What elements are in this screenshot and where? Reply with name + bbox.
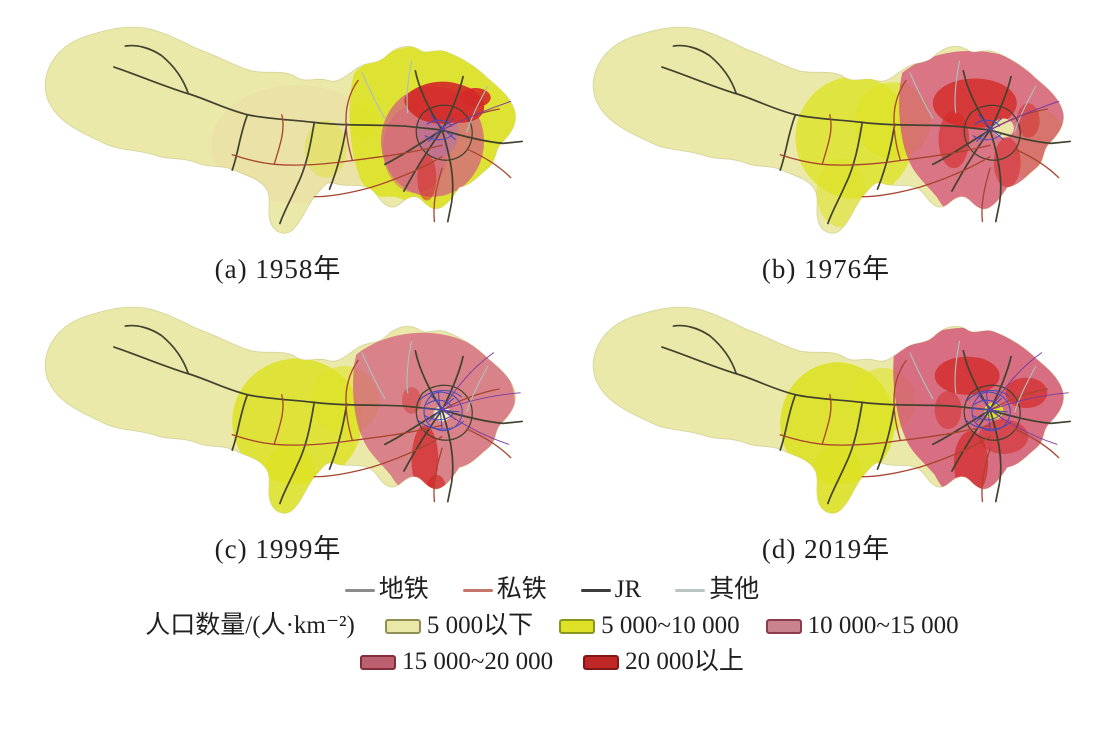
legend-item-over-20000: 20 000以上	[583, 646, 744, 678]
density-legend-title: 人口数量/(人·km⁻²)	[145, 612, 355, 639]
density-label-15000-20000: 15 000~20 000	[402, 648, 554, 675]
jr-line-swatch	[580, 588, 611, 592]
map-1976	[592, 26, 1072, 234]
panel-1976: (b) 1976年	[552, 6, 1100, 286]
subway-line-swatch	[344, 588, 375, 592]
legend-item-subway: 地铁	[344, 574, 429, 606]
caption-2019: (d) 2019年	[761, 534, 891, 564]
legend-item-under-5000: 5 000以下	[384, 610, 534, 642]
caption-1976: (b) 1976年	[761, 254, 891, 284]
map-1958	[44, 26, 524, 234]
jr-label: JR	[614, 576, 642, 603]
map-2019	[592, 306, 1072, 514]
density-swatch-15000-20000	[360, 654, 397, 670]
density-swatch-over-20000	[583, 654, 620, 670]
legend-item-15000-20000: 15 000~20 000	[360, 646, 553, 678]
legend-item-5000-10000: 5 000~10 000	[559, 610, 740, 642]
density-swatch-under-5000	[384, 618, 421, 634]
density-label-10000-15000: 10 000~15 000	[807, 612, 959, 639]
legend-item-private-rail: 私铁	[462, 574, 547, 606]
legend-item-other-rail: 其他	[675, 574, 759, 606]
caption-1999: (c) 1999年	[214, 534, 342, 564]
panel-1958: (a) 1958年	[4, 6, 552, 286]
legend-item-jr: JR	[580, 574, 642, 606]
rail-legend-row: 地铁 私铁 JR 其他	[344, 574, 759, 606]
density-swatch-5000-10000	[559, 618, 596, 634]
subway-label: 地铁	[378, 576, 429, 603]
density-legend-row-2: 15 000~20 000 20 000以上	[360, 646, 744, 678]
density-label-under-5000: 5 000以下	[426, 612, 534, 639]
private-rail-line-swatch	[462, 588, 493, 592]
map-1999	[44, 306, 524, 514]
private-rail-label: 私铁	[496, 576, 547, 603]
other-line-swatch	[675, 588, 706, 592]
map-grid: (a) 1958年	[4, 6, 1100, 566]
density-legend-row-1: 人口数量/(人·km⁻²) 5 000以下 5 000~10 000 10 00…	[145, 610, 958, 642]
panel-1999: (c) 1999年	[4, 286, 552, 566]
other-rail-label: 其他	[709, 576, 760, 603]
density-swatch-10000-15000	[765, 618, 802, 634]
legend: 地铁 私铁 JR 其他 人口数量/(人·km⁻²) 5 000以下	[0, 574, 1104, 678]
density-label-over-20000: 20 000以上	[625, 648, 744, 675]
panel-2019: (d) 2019年	[552, 286, 1100, 566]
caption-1958: (a) 1958年	[214, 254, 342, 284]
legend-item-10000-15000: 10 000~15 000	[765, 610, 959, 642]
density-label-5000-10000: 5 000~10 000	[601, 612, 740, 639]
